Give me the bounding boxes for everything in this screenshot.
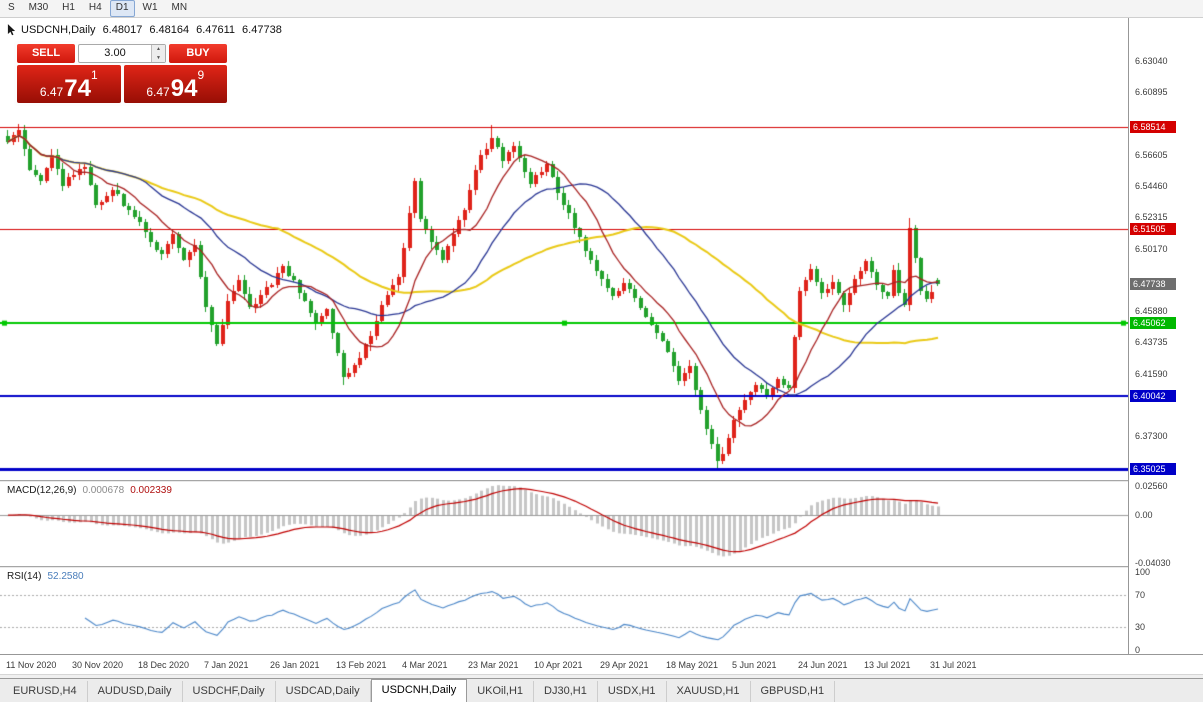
price-axis-tick: 6.54460 xyxy=(1135,181,1168,192)
time-axis-label: 31 Jul 2021 xyxy=(930,660,977,670)
time-axis-label: 4 Mar 2021 xyxy=(402,660,448,670)
level-price-tag: 6.45062 xyxy=(1130,317,1176,330)
open-value: 6.48017 xyxy=(102,24,143,36)
macd-axis-tick: -0.04030 xyxy=(1135,557,1171,568)
ask-sup-digit: 9 xyxy=(197,68,205,82)
rsi-axis-tick: 0 xyxy=(1135,645,1141,656)
rsi-axis-tick: 70 xyxy=(1135,590,1146,601)
time-axis: 11 Nov 2020 30 Nov 2020 18 Dec 2020 7 Jan 2… xyxy=(0,654,1203,674)
chart-title: USDCNH,Daily xyxy=(21,24,96,36)
ask-price-display[interactable]: 6.47 94 9 xyxy=(123,65,227,103)
close-value: 6.47738 xyxy=(242,24,282,36)
timeframe-w1[interactable]: W1 xyxy=(142,2,158,13)
time-axis-label: 29 Apr 2021 xyxy=(600,660,649,670)
timeframe-d1[interactable]: D1 xyxy=(109,0,135,17)
chart-cursor-icon xyxy=(7,24,16,36)
volume-value[interactable]: 3.00 xyxy=(104,47,126,59)
ask-big-digits: 94 xyxy=(170,75,198,102)
volume-spinner: ▲ ▼ xyxy=(151,45,165,62)
time-axis-label: 10 Apr 2021 xyxy=(534,660,583,670)
macd-pane-splitter[interactable] xyxy=(0,480,1203,482)
rsi-name: RSI(14) xyxy=(7,571,42,582)
timeframe-mn[interactable]: MN xyxy=(171,2,188,13)
timeframe-s[interactable]: S xyxy=(8,2,15,13)
level-price-tag: 6.51505 xyxy=(1130,223,1176,236)
one-click-trading-panel: SELL 3.00 ▲ ▼ BUY 6.47 74 1 6.47 94 9 xyxy=(14,41,230,106)
chart-tab-ukoil-h1[interactable]: UKOil,H1 xyxy=(467,681,535,702)
rsi-axis-tick: 100 xyxy=(1135,566,1151,577)
volume-up-button[interactable]: ▲ xyxy=(152,45,165,54)
time-axis-label: 13 Feb 2021 xyxy=(336,660,387,670)
time-axis-label: 24 Jun 2021 xyxy=(798,660,848,670)
chart-tabs-bar: EURUSD,H4 AUDUSD,Daily USDCHF,Daily USDCAD,… xyxy=(0,678,1203,702)
buy-button[interactable]: BUY xyxy=(169,44,227,63)
chart-tab-xauusd-h1[interactable]: XAUUSD,H1 xyxy=(667,681,751,702)
chart-tab-gbpusd-h1[interactable]: GBPUSD,H1 xyxy=(751,681,836,702)
bid-small-digits: 6.47 xyxy=(39,85,64,99)
bid-price-display[interactable]: 6.47 74 1 xyxy=(17,65,121,103)
macd-signal-value: 0.002339 xyxy=(130,485,172,496)
macd-main-value: 0.000678 xyxy=(82,485,125,496)
rsi-indicator-canvas[interactable] xyxy=(0,568,1128,654)
timeframe-m30[interactable]: M30 xyxy=(28,2,49,13)
chart-tab-usdx-h1[interactable]: USDX,H1 xyxy=(598,681,667,702)
time-axis-label: 30 Nov 2020 xyxy=(72,660,124,670)
timeframe-toolbar: S M30 H1 H4 D1 W1 MN xyxy=(0,0,1203,18)
level-price-tag: 6.40042 xyxy=(1130,390,1176,403)
level-price-tag: 6.58514 xyxy=(1130,121,1176,134)
volume-control[interactable]: 3.00 ▲ ▼ xyxy=(78,44,166,63)
price-axis-tick: 6.43735 xyxy=(1135,337,1168,348)
chart-tab-audusd-daily[interactable]: AUDUSD,Daily xyxy=(88,681,183,702)
chart-tab-usdcnh-daily[interactable]: USDCNH,Daily xyxy=(370,679,468,702)
rsi-label: RSI(14) 52.2580 xyxy=(7,571,84,582)
macd-indicator-canvas[interactable] xyxy=(0,482,1128,566)
bid-sup-digit: 1 xyxy=(90,68,98,82)
price-axis-tick: 6.60895 xyxy=(1135,87,1168,98)
time-axis-label: 18 May 2021 xyxy=(666,660,719,670)
chart-tab-usdcad-daily[interactable]: USDCAD,Daily xyxy=(276,681,371,702)
time-axis-label: 23 Mar 2021 xyxy=(468,660,519,670)
timeframe-h4[interactable]: H4 xyxy=(88,2,102,13)
timeframe-h1[interactable]: H1 xyxy=(62,2,75,13)
time-axis-label: 26 Jan 2021 xyxy=(270,660,320,670)
low-value: 6.47611 xyxy=(196,24,236,36)
time-axis-label: 5 Jun 2021 xyxy=(732,660,777,670)
chart-tab-eurusd-h4[interactable]: EURUSD,H4 xyxy=(3,681,88,702)
price-axis-tick: 6.63040 xyxy=(1135,56,1168,67)
volume-down-button[interactable]: ▼ xyxy=(152,53,165,62)
price-axis-tick: 6.37300 xyxy=(1135,431,1168,442)
current-price-tag: 6.47738 xyxy=(1130,278,1176,291)
price-axis: 6.63040 6.60895 6.56605 6.54460 6.52315 6.501… xyxy=(1128,18,1203,656)
bid-big-digits: 74 xyxy=(64,75,91,102)
price-axis-tick: 6.56605 xyxy=(1135,149,1168,160)
ask-small-digits: 6.47 xyxy=(146,85,170,99)
price-axis-tick: 6.41590 xyxy=(1135,368,1168,379)
time-axis-label: 11 Nov 2020 xyxy=(6,660,57,670)
sell-button[interactable]: SELL xyxy=(17,44,75,63)
price-axis-tick: 6.52315 xyxy=(1135,212,1168,223)
chart-window: USDCNH,Daily 6.48017 6.48164 6.47611 6.4… xyxy=(0,18,1203,674)
level-price-tag: 6.35025 xyxy=(1130,463,1176,476)
macd-axis-tick: 0.00 xyxy=(1135,510,1153,521)
chart-tab-usdchf-daily[interactable]: USDCHF,Daily xyxy=(183,681,276,702)
macd-name: MACD(12,26,9) xyxy=(7,485,77,496)
rsi-pane-splitter[interactable] xyxy=(0,566,1203,568)
macd-axis-tick: 0.02560 xyxy=(1135,481,1168,491)
time-axis-label: 13 Jul 2021 xyxy=(864,660,911,670)
chart-tab-dj30-h1[interactable]: DJ30,H1 xyxy=(534,681,598,702)
price-axis-tick: 6.45880 xyxy=(1135,306,1168,317)
time-axis-label: 7 Jan 2021 xyxy=(204,660,249,670)
ohlc-readout: USDCNH,Daily 6.48017 6.48164 6.47611 6.4… xyxy=(7,24,282,36)
scroll-strip xyxy=(0,674,1203,678)
price-axis-tick: 6.50170 xyxy=(1135,243,1168,254)
macd-label: MACD(12,26,9) 0.000678 0.002339 xyxy=(7,485,172,496)
time-axis-label: 18 Dec 2020 xyxy=(138,660,190,670)
rsi-axis-tick: 30 xyxy=(1135,621,1146,632)
high-value: 6.48164 xyxy=(149,24,190,36)
rsi-value: 52.2580 xyxy=(47,571,84,582)
